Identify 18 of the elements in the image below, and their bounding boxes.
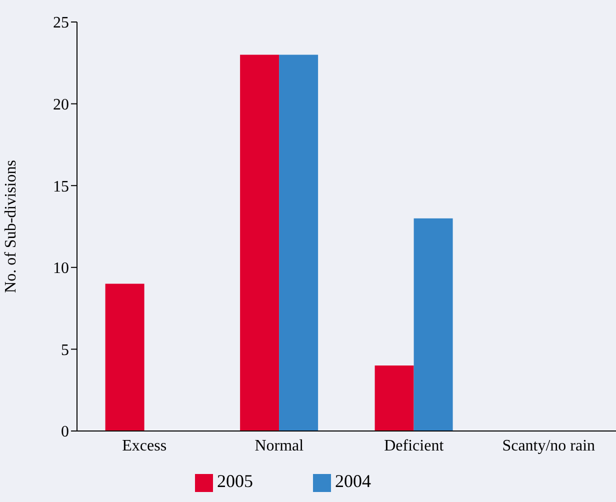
y-axis-title: No. of Sub-divisions — [2, 160, 20, 293]
x-tick-label: Deficient — [384, 437, 444, 454]
y-tick-label: 5 — [61, 342, 69, 359]
legend-label: 2005 — [217, 471, 253, 491]
bar — [374, 366, 414, 431]
x-tick-label: Excess — [122, 437, 167, 454]
y-tick-label: 0 — [61, 424, 69, 441]
bar — [279, 54, 318, 431]
y-tick-label: 15 — [53, 178, 69, 196]
bar — [414, 218, 453, 431]
y-tick-label: 25 — [53, 14, 69, 32]
bar — [105, 284, 144, 431]
legend-label: 2004 — [335, 471, 371, 491]
y-tick-label: 20 — [53, 96, 69, 114]
y-tick-label: 10 — [53, 260, 69, 278]
x-tick-label: Normal — [254, 437, 304, 454]
bar — [240, 54, 280, 431]
x-tick-label: Scanty/no rain — [502, 437, 596, 454]
